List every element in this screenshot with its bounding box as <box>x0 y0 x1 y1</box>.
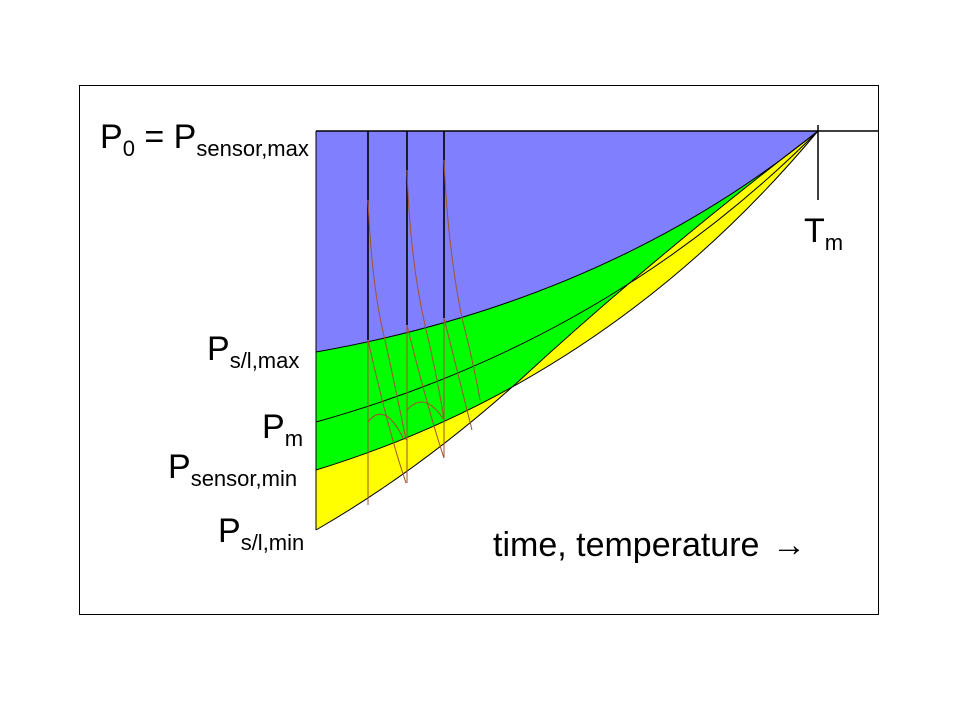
label-p0: P0 = Psensor,max <box>100 118 309 161</box>
region-middle-green <box>316 131 818 470</box>
measurement-path-1 <box>367 131 407 505</box>
measurement-path-2 <box>406 131 445 483</box>
path-connectors <box>367 401 445 441</box>
measurement-path-3 <box>443 131 481 458</box>
label-tm: Tm <box>804 212 843 255</box>
region-top-blue <box>316 131 818 352</box>
label-pm: Pm <box>262 408 303 451</box>
curve-sl-min <box>315 130 819 531</box>
curve-sensor-min <box>315 130 819 471</box>
axis-label: time, temperature <box>493 526 759 564</box>
label-psl-min: Ps/l,min <box>218 512 304 555</box>
curve-top-boundary <box>315 130 819 353</box>
axis-arrow-icon: → <box>772 526 806 564</box>
label-psl-max: Ps/l,max <box>207 330 299 373</box>
label-psensor-min: Psensor,min <box>168 448 297 491</box>
diagram-frame <box>79 85 879 615</box>
